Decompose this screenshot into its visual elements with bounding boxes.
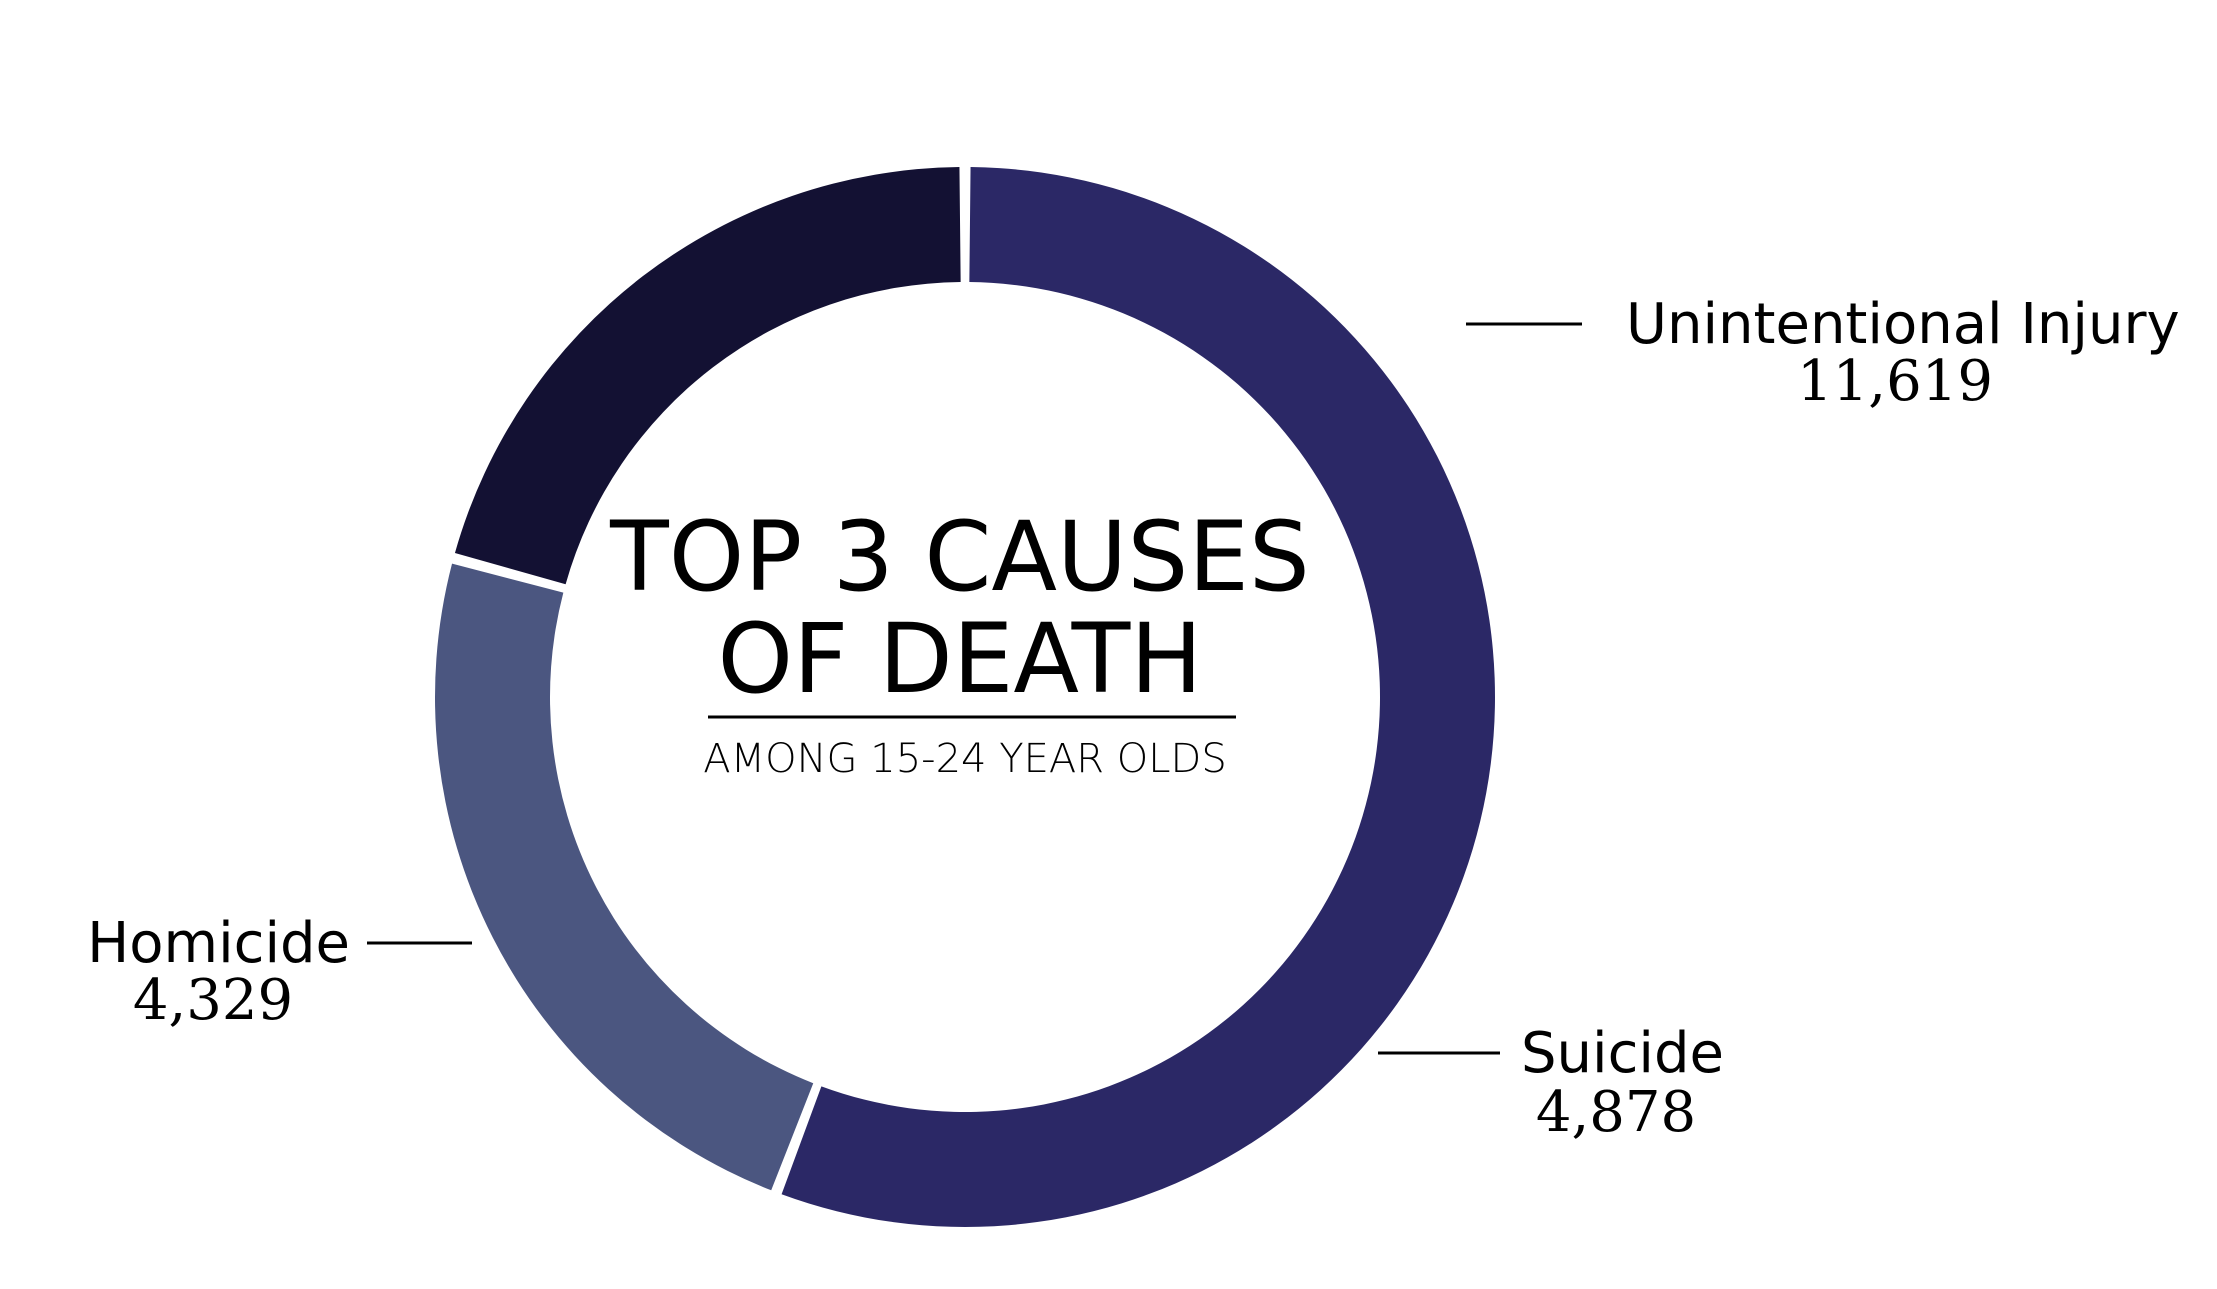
- slice-value-unintentional-injury: 11,619: [1797, 349, 1993, 414]
- slice-label-unintentional-injury: Unintentional Injury: [1626, 292, 2180, 357]
- slice-homicide: [454, 167, 961, 585]
- chart-title-line-2: OF DEATH: [718, 603, 1203, 715]
- slice-label-suicide: Suicide: [1521, 1021, 1724, 1086]
- chart-title: TOP 3 CAUSES OF DEATH: [609, 501, 1310, 715]
- slice-unintentional-injury: [781, 167, 1495, 1227]
- slice-suicide: [434, 563, 814, 1191]
- donut-slices: [434, 167, 1495, 1227]
- label-unintentional-injury: Unintentional Injury 11,619: [1626, 292, 2180, 414]
- chart-subtitle: AMONG 15-24 YEAR OLDS: [703, 736, 1226, 782]
- chart-title-line-1: TOP 3 CAUSES: [609, 501, 1310, 613]
- label-suicide: Suicide 4,878: [1521, 1021, 1724, 1145]
- slice-value-suicide: 4,878: [1536, 1080, 1696, 1145]
- slice-label-homicide: Homicide: [87, 911, 350, 976]
- slice-value-homicide: 4,329: [133, 968, 293, 1033]
- leader-lines: [367, 322, 1582, 1055]
- label-homicide: Homicide 4,329: [87, 911, 350, 1033]
